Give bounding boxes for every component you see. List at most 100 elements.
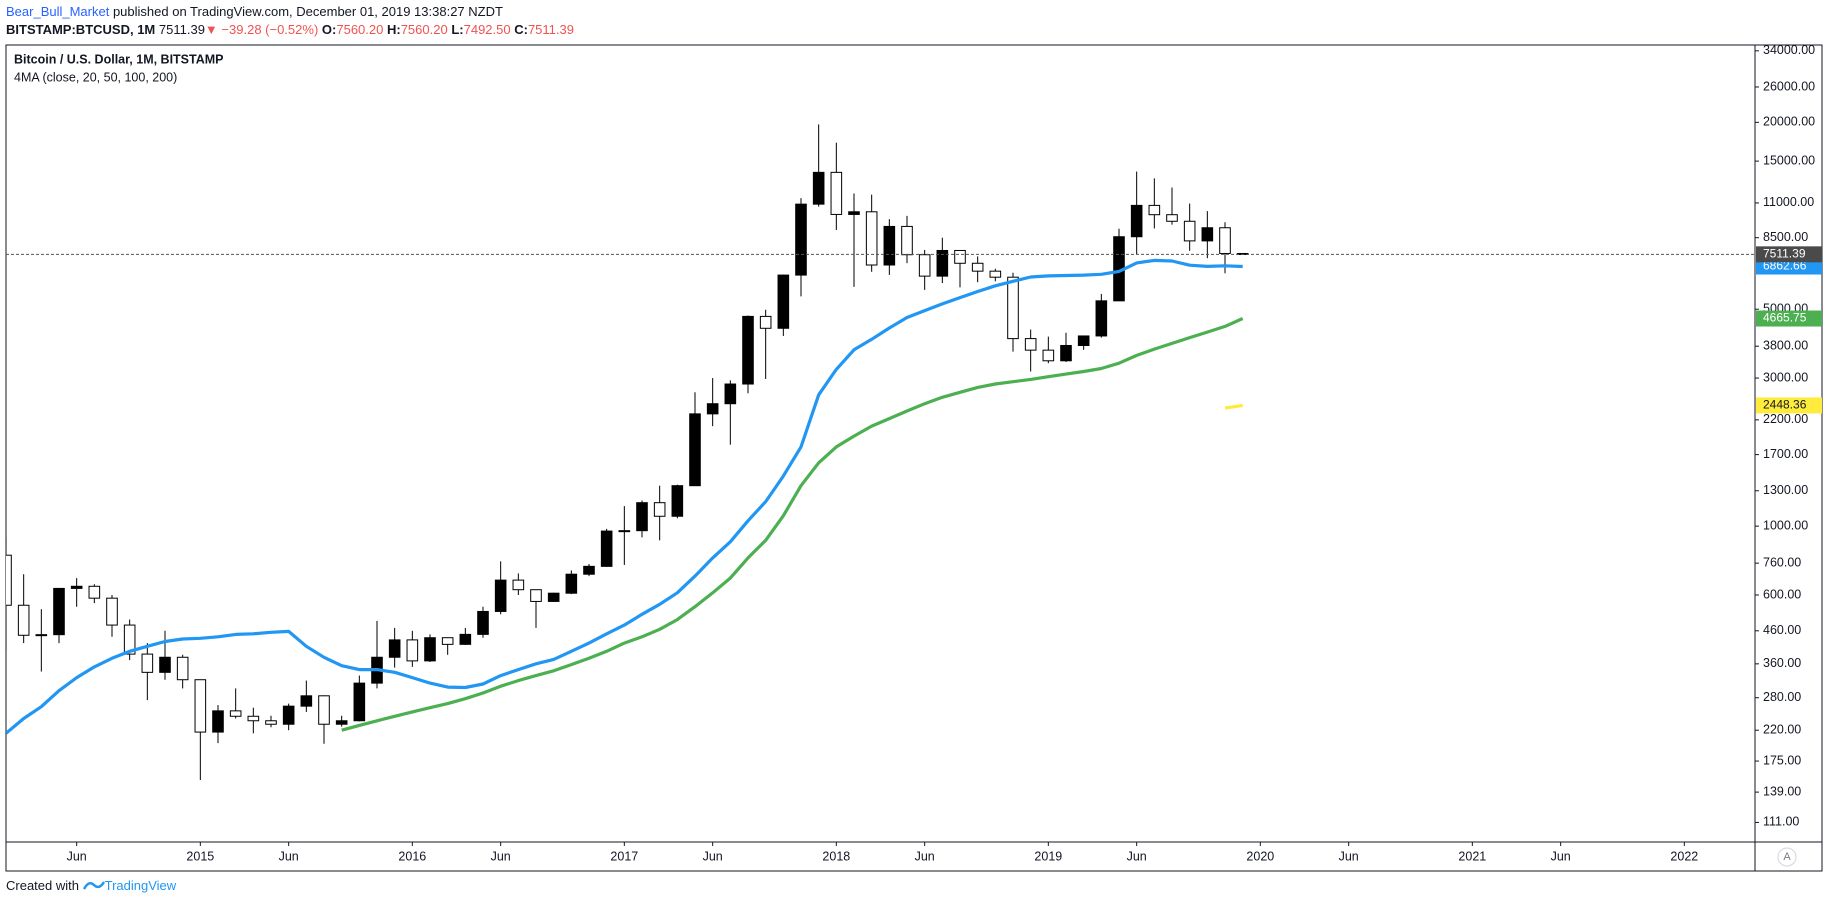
high-label: H:	[386, 22, 401, 37]
candle-body	[1042, 349, 1055, 362]
symbol: BITSTAMP:BTCUSD, 1M	[6, 22, 156, 37]
candle-body	[742, 315, 754, 385]
candle-body	[671, 485, 684, 517]
y-tick-label: 15000.00	[1763, 153, 1815, 167]
candle-body	[512, 579, 525, 591]
tv-logo	[82, 881, 105, 890]
candle-body	[918, 254, 931, 277]
candle-body	[300, 695, 313, 707]
candle-body	[547, 592, 560, 602]
candle-body	[1024, 338, 1037, 351]
y-tick-label: 2200.00	[1763, 412, 1808, 426]
author-link[interactable]: Bear_Bull_Market	[6, 4, 110, 19]
candle-body	[459, 633, 472, 645]
x-tick-label: 2022	[1670, 849, 1698, 863]
candle-body	[477, 610, 489, 635]
candle-body	[441, 637, 454, 645]
y-tick-label: 360.00	[1763, 656, 1801, 670]
chart-title: Bitcoin / U.S. Dollar, 1M, BITSTAMP	[14, 52, 224, 66]
candle-body	[424, 637, 436, 662]
y-tick-label: 3800.00	[1763, 338, 1808, 352]
candle-body	[795, 203, 807, 276]
footer: Created with TradingView	[6, 878, 176, 893]
candle-body	[123, 624, 136, 655]
frame	[5, 44, 1823, 872]
x-tick-label: 2021	[1458, 849, 1486, 863]
candle-body	[53, 587, 65, 636]
y-tick-label: 460.00	[1763, 623, 1801, 637]
y-tick-label: 220.00	[1763, 723, 1801, 737]
x-tick-label: Jun	[703, 849, 723, 863]
y-tick-label: 1300.00	[1763, 483, 1808, 497]
auto-scale-button[interactable]	[1777, 847, 1797, 867]
price-label: 4665.75	[1763, 311, 1807, 325]
high-value: 7560.20	[400, 22, 448, 37]
candle-body	[1219, 227, 1231, 254]
change: −39.28 (−0.52%)	[221, 22, 319, 37]
candle-body	[70, 585, 83, 589]
x-tick-label: Jun	[1551, 849, 1571, 863]
chart: Bitcoin / U.S. Dollar, 1M, BITSTAMP 4MA …	[5, 43, 1823, 872]
x-tick-label: Jun	[1339, 849, 1359, 863]
candle-body	[565, 573, 578, 594]
price-label-box	[1756, 246, 1822, 263]
candle-body	[247, 715, 260, 722]
candle-body	[759, 315, 772, 329]
candle-body	[318, 695, 330, 725]
created-with: Created with	[6, 878, 79, 893]
auto-scale-label: A	[1783, 851, 1791, 863]
open-label: O:	[321, 22, 337, 37]
indicator-legend: 4MA (close, 20, 50, 100, 200)	[14, 70, 177, 84]
candle-body	[176, 656, 189, 681]
candle-body	[812, 171, 825, 205]
close-value: 7511.39	[527, 22, 574, 37]
candle-body	[777, 274, 790, 329]
candle-body	[724, 383, 737, 405]
x-tick-label: Jun	[1127, 849, 1147, 863]
candle-body	[989, 270, 1002, 278]
candle-body	[6, 554, 12, 606]
candle-body	[600, 530, 613, 567]
candle-body	[212, 710, 224, 733]
candle-body	[88, 585, 101, 599]
quote-line: BITSTAMP:BTCUSD, 1M 7511.39▼ −39.28 (−0.…	[6, 22, 574, 37]
candle-body	[353, 682, 366, 722]
candle-body	[1148, 204, 1161, 216]
candle-body	[865, 211, 878, 266]
x-tick-label: 2018	[822, 849, 850, 863]
candle-body	[618, 530, 631, 533]
candle-body	[388, 639, 401, 658]
y-tick-label: 34000.00	[1763, 43, 1815, 57]
price-label-box	[1756, 310, 1822, 327]
candle-body	[1130, 204, 1143, 238]
candle-body	[971, 262, 984, 272]
candle-body	[106, 597, 118, 626]
candle-body	[1095, 300, 1108, 337]
x-tick-label: Jun	[915, 849, 935, 863]
y-tick-label: 600.00	[1763, 587, 1801, 601]
y-tick-label: 8500.00	[1763, 230, 1808, 244]
low-value: 7492.50	[463, 22, 511, 37]
candle-body	[229, 710, 242, 717]
candle-body	[530, 589, 542, 602]
moving-average	[1224, 403, 1243, 410]
y-tick-label: 111.00	[1763, 815, 1799, 829]
candle-body	[335, 720, 348, 725]
candle-body	[954, 249, 966, 264]
candle-body	[848, 211, 860, 215]
x-tick-label: 2019	[1034, 849, 1062, 863]
candle-body	[17, 604, 30, 636]
brand-link[interactable]: TradingView	[104, 878, 177, 893]
y-tick-label: 139.00	[1763, 784, 1801, 798]
candle-body	[159, 656, 171, 673]
plot	[6, 124, 1755, 781]
candle-body	[689, 413, 701, 487]
candle-body	[141, 653, 154, 673]
candle-body	[406, 639, 419, 662]
price-label-box	[1756, 258, 1822, 275]
candle-body	[583, 565, 595, 575]
last-price: 7511.39	[158, 22, 205, 37]
x-tick-label: 2015	[186, 849, 214, 863]
y-tick-label: 3000.00	[1763, 370, 1808, 384]
